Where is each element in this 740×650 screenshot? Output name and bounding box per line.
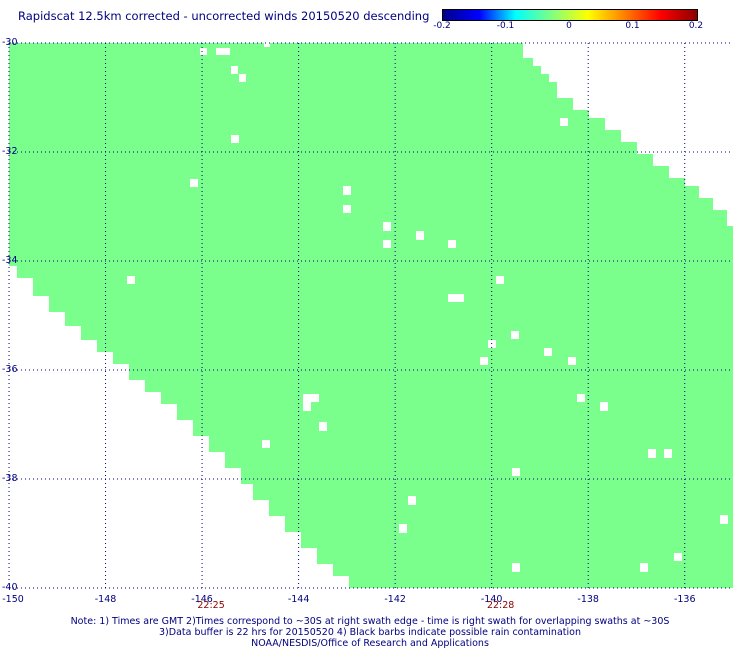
lat-tick-label: -38 — [2, 473, 18, 484]
missing-data-cell — [408, 496, 416, 505]
missing-data-cell — [200, 48, 207, 55]
colorbar-label: -0.1 — [496, 21, 515, 31]
missing-data-cell — [568, 357, 576, 365]
missing-data-cell — [231, 135, 239, 143]
missing-data-cell — [264, 43, 270, 47]
lat-tick-label: -34 — [2, 255, 18, 266]
missing-data-cell — [512, 563, 520, 572]
missing-data-cell — [577, 394, 585, 402]
missing-data-cell — [448, 240, 456, 248]
missing-data-cell — [343, 205, 351, 213]
missing-data-cell — [496, 276, 504, 284]
colorbar-label: -0.2 — [433, 21, 451, 31]
pass-time-label: 22:25 — [197, 600, 225, 611]
lat-tick-label: -36 — [2, 364, 18, 375]
missing-data-cell — [720, 515, 728, 524]
plot-title: Rapidscat 12.5km corrected - uncorrected… — [18, 9, 430, 23]
missing-data-cell — [544, 348, 552, 356]
missing-data-cell — [560, 118, 568, 126]
lon-tick-label: -140 — [480, 594, 503, 605]
missing-data-cell — [127, 276, 135, 284]
missing-data-cell — [383, 222, 391, 231]
note-line-2: 3)Data buffer is 22 hrs for 20150520 4) … — [159, 627, 581, 638]
missing-data-cell — [216, 48, 230, 55]
missing-data-cell — [448, 294, 464, 302]
lon-tick-label: -146 — [191, 594, 213, 605]
missing-data-cell — [416, 231, 424, 240]
lon-tick-label: -136 — [673, 594, 696, 605]
missing-data-cell — [600, 402, 608, 411]
lon-tick-label: -148 — [94, 594, 117, 605]
missing-data-cell — [239, 74, 246, 82]
missing-data-cell — [399, 524, 407, 533]
note-line-3: NOAA/NESDIS/Office of Research and Appli… — [251, 638, 489, 649]
missing-data-cell — [640, 563, 648, 572]
lat-tick-label: -40 — [2, 582, 18, 593]
missing-data-cell — [674, 553, 682, 561]
missing-data-cell — [190, 179, 198, 187]
missing-data-cell — [231, 66, 238, 74]
swath-coverage — [9, 43, 733, 588]
missing-data-cell — [512, 468, 520, 476]
missing-data-cell — [343, 186, 351, 195]
pass-time-label: 22:28 — [486, 600, 515, 611]
missing-data-cell — [319, 422, 327, 431]
missing-data-cell — [511, 331, 519, 339]
missing-data-cell — [303, 402, 311, 411]
colorbar — [442, 9, 698, 21]
note-line-1: Note: 1) Times are GMT 2)Times correspon… — [70, 616, 670, 627]
lon-tick-label: -150 — [2, 594, 24, 605]
lon-tick-label: -144 — [287, 594, 310, 605]
colorbar-label: 0.2 — [688, 21, 704, 31]
lat-tick-label: -30 — [2, 37, 18, 48]
colorbar-label: 0.1 — [625, 21, 640, 31]
missing-data-cell — [383, 240, 391, 248]
lon-tick-label: -138 — [577, 594, 599, 605]
missing-data-cell — [262, 440, 270, 448]
missing-data-cell — [480, 357, 488, 365]
missing-data-cell — [303, 394, 319, 402]
missing-data-cell — [664, 449, 672, 458]
colorbar-label: 0 — [566, 21, 572, 31]
missing-data-cell — [648, 449, 656, 458]
lat-tick-label: -32 — [2, 146, 18, 157]
lon-tick-label: -142 — [384, 594, 406, 605]
colorbar-labels: -0.2 -0.1 0 0.1 0.2 — [428, 21, 718, 33]
